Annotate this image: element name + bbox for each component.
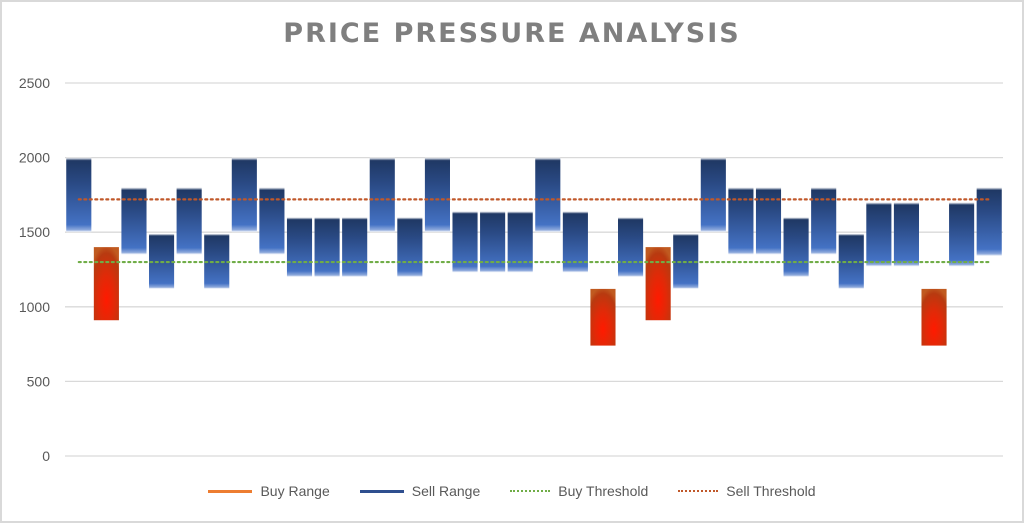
buy-range-swatch-icon	[208, 489, 253, 493]
sell-range-bar	[259, 187, 285, 255]
sell-range-bar	[535, 157, 561, 233]
sell-range-bar	[342, 217, 368, 277]
legend-label: Sell Threshold	[726, 483, 816, 499]
sell-range-swatch-icon	[359, 489, 404, 493]
sell-range-bar	[893, 202, 919, 267]
y-tick-label: 2000	[19, 150, 50, 166]
sell-threshold-swatch-icon	[678, 490, 719, 492]
y-tick-label: 1000	[19, 299, 50, 315]
y-tick-label: 500	[27, 373, 51, 389]
sell-range-bar	[507, 211, 533, 273]
buy-range-bar	[645, 247, 671, 321]
sell-range-bar	[976, 187, 1002, 257]
sell-range-bar	[231, 157, 257, 233]
chart-title: PRICE PRESSURE ANALYSIS	[283, 18, 741, 49]
sell-range-bar	[314, 217, 340, 277]
sell-range-bar	[811, 187, 837, 255]
sell-range-bar	[949, 202, 975, 267]
sell-range-bar	[618, 217, 644, 277]
sell-range-bar	[369, 157, 395, 233]
legend-item-buy-range[interactable]: Buy Range	[208, 483, 330, 499]
sell-range-bar	[755, 187, 782, 255]
legend-item-sell-range[interactable]: Sell Range	[359, 483, 481, 499]
legend: Buy Range Sell Range Buy Threshold Sell …	[0, 483, 1024, 499]
sell-range-bar	[452, 211, 478, 273]
sell-range-bar	[783, 217, 809, 277]
y-tick-label: 0	[42, 448, 50, 464]
legend-label: Buy Range	[260, 483, 330, 499]
legend-label: Buy Threshold	[558, 483, 649, 499]
sell-range-bar	[66, 157, 92, 233]
sell-range-bar	[700, 157, 726, 233]
y-tick-label: 1500	[19, 224, 50, 240]
sell-range-bar	[728, 187, 754, 255]
sell-range-bar	[562, 211, 588, 273]
legend-label: Sell Range	[411, 483, 481, 499]
y-tick-label: 2500	[19, 75, 50, 91]
sell-range-bar	[286, 217, 313, 277]
buy-range-bar	[921, 288, 947, 346]
sell-range-bar	[397, 217, 423, 277]
buy-range-bar	[93, 247, 119, 321]
sell-range-bar	[424, 157, 450, 233]
sell-range-bar	[480, 211, 506, 273]
buy-range-bar	[590, 288, 616, 346]
buy-threshold-swatch-icon	[510, 490, 551, 492]
sell-range-bar	[121, 187, 147, 255]
sell-range-bar	[176, 187, 202, 255]
legend-item-sell-threshold[interactable]: Sell Threshold	[678, 483, 816, 499]
legend-item-buy-threshold[interactable]: Buy Threshold	[510, 483, 648, 499]
sell-range-bar	[866, 202, 892, 267]
